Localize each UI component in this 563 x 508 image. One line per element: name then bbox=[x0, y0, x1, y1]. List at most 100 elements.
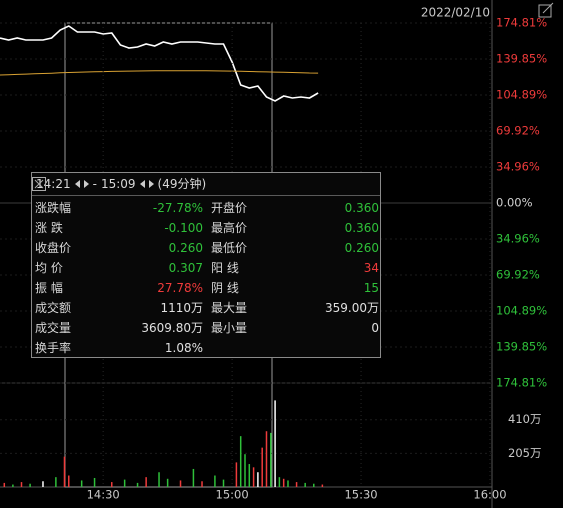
x-tick-label: 15:30 bbox=[344, 488, 377, 502]
y-tick-label: 104.89% bbox=[496, 304, 547, 318]
volume-bar bbox=[179, 480, 182, 487]
volume-bar bbox=[136, 482, 139, 487]
y-tick-label: 174.81% bbox=[496, 16, 547, 30]
volume-bar bbox=[274, 400, 276, 487]
stat-value: 3609.80万 bbox=[141, 321, 203, 335]
icon-arrow bbox=[542, 2, 554, 14]
stat-value: 1.08% bbox=[164, 341, 203, 355]
stat-value: 15 bbox=[363, 281, 379, 295]
date: 2022/02/10 bbox=[421, 6, 490, 20]
volume-bar bbox=[93, 477, 96, 487]
stat-label: 换手率 bbox=[35, 341, 72, 355]
x-tick-label: 16:00 bbox=[473, 488, 506, 502]
tooltip-row: 换手率 1.08% bbox=[32, 338, 380, 358]
volume-bar bbox=[282, 478, 285, 487]
icon-frame bbox=[538, 4, 552, 18]
volume-bar bbox=[235, 462, 238, 487]
stat-value: 0.360 bbox=[344, 221, 379, 235]
volume-bar bbox=[20, 482, 23, 487]
y-tick-label: 69.92% bbox=[496, 267, 540, 281]
y-tick-label: 69.92% bbox=[496, 124, 540, 138]
stepper-icon[interactable] bbox=[74, 179, 89, 189]
export-icon[interactable] bbox=[538, 2, 554, 18]
price-line bbox=[0, 25, 319, 102]
stat-value: 0.260 bbox=[344, 241, 379, 255]
stat-label: 最小量 bbox=[211, 321, 248, 335]
y-tick-label: 34.96% bbox=[496, 231, 540, 245]
volume-bar bbox=[42, 481, 44, 487]
y-tick-label: 139.85% bbox=[496, 340, 547, 354]
tooltip-rows: 涨跌幅 -27.78% 开盘价 0.360 涨 跌 -0.100 最高价 0.360 收盘价 0.… bbox=[32, 196, 380, 358]
volume-bar bbox=[270, 432, 272, 487]
price-line bbox=[0, 70, 319, 76]
stepper-icon[interactable] bbox=[139, 179, 154, 189]
tooltip-row: 收盘价 0.260 最低价 0.260 bbox=[32, 238, 380, 258]
volume-bar bbox=[29, 483, 31, 487]
tooltip-row: 成交额 1110万 最大量 359.00万 bbox=[32, 298, 380, 318]
stat-value: 359.00万 bbox=[325, 301, 379, 315]
volume-bar bbox=[123, 479, 126, 487]
start-time: 14:21 bbox=[36, 177, 71, 191]
stat-label: 阴 线 bbox=[211, 281, 239, 295]
y-tick-label: 139.85% bbox=[496, 51, 547, 65]
volume-bar bbox=[257, 472, 259, 487]
stat-label: 阳 线 bbox=[211, 261, 239, 275]
duration: (49分钟) bbox=[157, 177, 207, 191]
x-tick-label: 15:00 bbox=[216, 488, 249, 502]
volume-bar bbox=[265, 431, 268, 487]
stat-label: 成交量 bbox=[35, 321, 72, 335]
stat-value: 0.307 bbox=[168, 261, 203, 275]
tooltip-row: 振 幅 27.78% 阴 线 15 bbox=[32, 278, 380, 298]
close-button[interactable] bbox=[32, 177, 46, 191]
stat-value: 1110万 bbox=[160, 301, 203, 315]
volume-bar bbox=[304, 482, 306, 487]
tooltip-header: 14:21 - 15:09 (49分钟) bbox=[32, 173, 380, 196]
y-tick-label: 410万 bbox=[508, 412, 541, 426]
stat-label: 最高价 bbox=[211, 221, 248, 235]
stat-label: 最大量 bbox=[211, 301, 248, 315]
volume-bar bbox=[244, 454, 246, 487]
volume-bar bbox=[55, 477, 57, 487]
volume-bar bbox=[80, 480, 83, 487]
stat-value: 0.260 bbox=[168, 241, 203, 255]
volume-bar bbox=[287, 480, 289, 487]
volume-bar bbox=[145, 477, 147, 487]
volume-bar bbox=[313, 483, 315, 487]
volume-bar bbox=[12, 484, 14, 487]
stat-label: 均 价 bbox=[35, 261, 63, 275]
volume-bar bbox=[192, 468, 195, 487]
stat-value: 0.360 bbox=[344, 201, 379, 215]
volume-bar bbox=[252, 467, 255, 487]
volume-bar bbox=[222, 479, 225, 487]
volume-bar bbox=[295, 482, 298, 487]
end-time: 15:09 bbox=[100, 177, 136, 191]
volume-bar bbox=[68, 475, 70, 487]
volume-bar bbox=[261, 447, 263, 487]
volume-bar bbox=[239, 436, 242, 487]
x-tick-label: 14:30 bbox=[87, 488, 120, 502]
y-tick-label: 0.00% bbox=[496, 196, 533, 210]
tooltip-row: 成交量 3609.80万 最小量 0 bbox=[32, 318, 380, 338]
interval-tooltip: 14:21 - 15:09 (49分钟) 涨跌幅 - 27.78% 开盘价 0.360 涨… bbox=[31, 172, 381, 358]
volume-bar bbox=[201, 481, 203, 487]
y-tick-label: 34.96% bbox=[496, 160, 540, 174]
stat-label: 涨 跌 bbox=[35, 221, 63, 235]
range-dash: - bbox=[92, 177, 97, 191]
y-tick-label: 205万 bbox=[508, 446, 541, 460]
volume-bar bbox=[166, 478, 169, 487]
y-tick-label: 174.81% bbox=[496, 376, 547, 390]
y-tick-label: 104.89% bbox=[496, 87, 547, 101]
volume-bar bbox=[248, 464, 251, 487]
volume-bar bbox=[321, 484, 324, 487]
stat-label: 成交额 bbox=[35, 301, 72, 315]
volume-bar bbox=[3, 482, 6, 487]
stat-label: 涨跌幅 bbox=[35, 201, 72, 215]
stat-value: -0.100 bbox=[164, 221, 203, 235]
stat-value: 27.78% bbox=[157, 281, 203, 295]
stat-value: 34 bbox=[363, 261, 379, 275]
tooltip-row: 涨跌幅 -27.78% 开盘价 0.360 bbox=[32, 198, 380, 218]
stat-value: 0 bbox=[371, 321, 379, 335]
stat-label: 开盘价 bbox=[211, 201, 248, 215]
volume-bar bbox=[278, 477, 281, 487]
